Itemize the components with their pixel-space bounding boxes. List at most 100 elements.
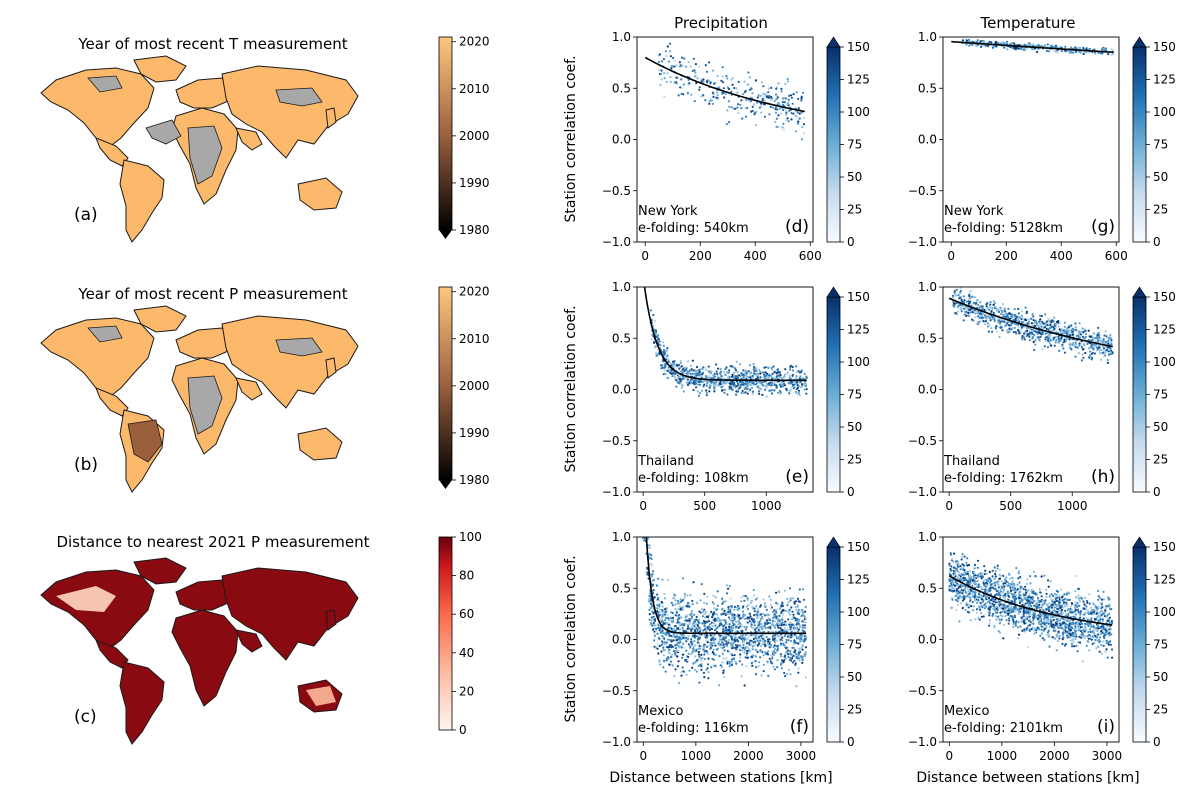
- scatter-point: [668, 369, 671, 373]
- scatter-point: [1074, 322, 1077, 325]
- scatter-point: [791, 385, 795, 388]
- scatter-point: [797, 630, 800, 633]
- scatter-point: [653, 634, 657, 637]
- scatter-point: [986, 45, 990, 48]
- scatter-point: [732, 383, 735, 386]
- scatter-point: [708, 384, 712, 387]
- scatter-point: [1023, 325, 1026, 328]
- scatter-point: [663, 95, 666, 98]
- scatter-point: [1099, 339, 1102, 342]
- scatter-point: [973, 296, 976, 299]
- scatter-point: [1105, 335, 1108, 338]
- scatter-point: [715, 363, 718, 366]
- scatter-point: [655, 352, 658, 355]
- scatter-point: [746, 656, 749, 660]
- scatter-point: [776, 659, 779, 662]
- scatter-point: [681, 622, 684, 626]
- scatter-point: [663, 641, 667, 644]
- scatter-point: [802, 614, 806, 617]
- scatter-point: [653, 631, 656, 635]
- scatter-point: [979, 311, 982, 314]
- scatter-point: [797, 654, 800, 657]
- scatter-point: [774, 624, 777, 627]
- scatter-point: [650, 554, 653, 557]
- efolding-label: e-folding: 116km: [638, 721, 749, 736]
- scatter-point: [968, 298, 971, 302]
- scatter-point: [655, 584, 658, 587]
- scatter-point: [1107, 346, 1110, 349]
- scatter-point: [741, 381, 744, 384]
- scatter-point: [961, 298, 965, 301]
- scatter-point: [721, 81, 725, 84]
- scatter-point: [1048, 341, 1052, 345]
- scatter-point: [1041, 330, 1044, 333]
- scatter-point: [747, 616, 750, 619]
- scatter-point: [655, 627, 658, 630]
- scatter-point: [791, 369, 795, 372]
- scatter-point: [709, 624, 712, 627]
- scatter-point: [795, 653, 798, 656]
- scatter-point: [978, 316, 981, 319]
- scatter-point: [730, 106, 733, 109]
- scatter-point: [679, 65, 682, 68]
- scatter-point: [654, 319, 657, 322]
- scatter-point: [656, 647, 659, 650]
- scatter-point: [775, 125, 778, 128]
- scatter-point: [999, 320, 1002, 323]
- scatter-point: [957, 294, 960, 297]
- world-map-c: [40, 557, 359, 745]
- scatter-point: [1071, 51, 1074, 54]
- scatter-point: [695, 618, 698, 622]
- scatter-point: [991, 315, 994, 319]
- scatter-point: [1026, 322, 1029, 325]
- scatter-point: [964, 313, 967, 316]
- scatter-point: [775, 591, 778, 594]
- scatter-point: [688, 669, 691, 672]
- scatter-point: [804, 621, 807, 624]
- scatter-point: [694, 372, 697, 375]
- scatter-point: [713, 380, 717, 383]
- scatter-point: [728, 665, 731, 668]
- scatter-point: [761, 650, 764, 654]
- scatter-point: [770, 368, 774, 371]
- scatter-point: [1063, 351, 1066, 354]
- scatter-point: [765, 608, 768, 612]
- scatter-point: [775, 639, 779, 642]
- scatter-point: [783, 627, 787, 630]
- scatter-point: [798, 371, 802, 374]
- map-title: Distance to nearest 2021 P measurement: [56, 533, 369, 551]
- scatter-point: [737, 609, 740, 612]
- scatter-point: [677, 94, 680, 97]
- scatter-point: [657, 652, 660, 655]
- scatter-point: [714, 628, 717, 631]
- scatter-points: [951, 287, 1114, 364]
- scatter-point: [729, 597, 732, 600]
- scatter-point: [753, 614, 756, 617]
- scatter-point: [959, 287, 962, 290]
- scatter-point: [702, 385, 705, 388]
- scatter-point: [695, 386, 698, 389]
- x-tick-label: 600: [1105, 249, 1128, 263]
- scatter-point: [751, 627, 755, 630]
- scatter-point: [741, 93, 745, 96]
- scatter-point: [763, 630, 766, 633]
- scatter-point: [685, 649, 688, 652]
- panel-label: (f): [790, 717, 809, 737]
- scatter-point: [755, 598, 758, 601]
- scatter-point: [1103, 334, 1106, 337]
- scatter-point: [759, 105, 763, 108]
- scatter-point: [795, 365, 798, 368]
- scatter-point: [786, 597, 789, 601]
- scatter-point: [686, 637, 690, 640]
- scatter-point: [661, 341, 665, 344]
- colorbar-tick-label: 50: [1153, 420, 1168, 434]
- scatter-point: [650, 619, 653, 622]
- scatter-point: [737, 620, 741, 624]
- scatter-point: [731, 375, 734, 378]
- scatter-point: [667, 60, 671, 63]
- y-tick-label: −0.5: [602, 184, 631, 198]
- scatter-point: [1075, 334, 1078, 338]
- scatter-point: [648, 544, 651, 547]
- colorbar-extend-arrow: [1132, 286, 1147, 298]
- scatter-point: [791, 610, 794, 613]
